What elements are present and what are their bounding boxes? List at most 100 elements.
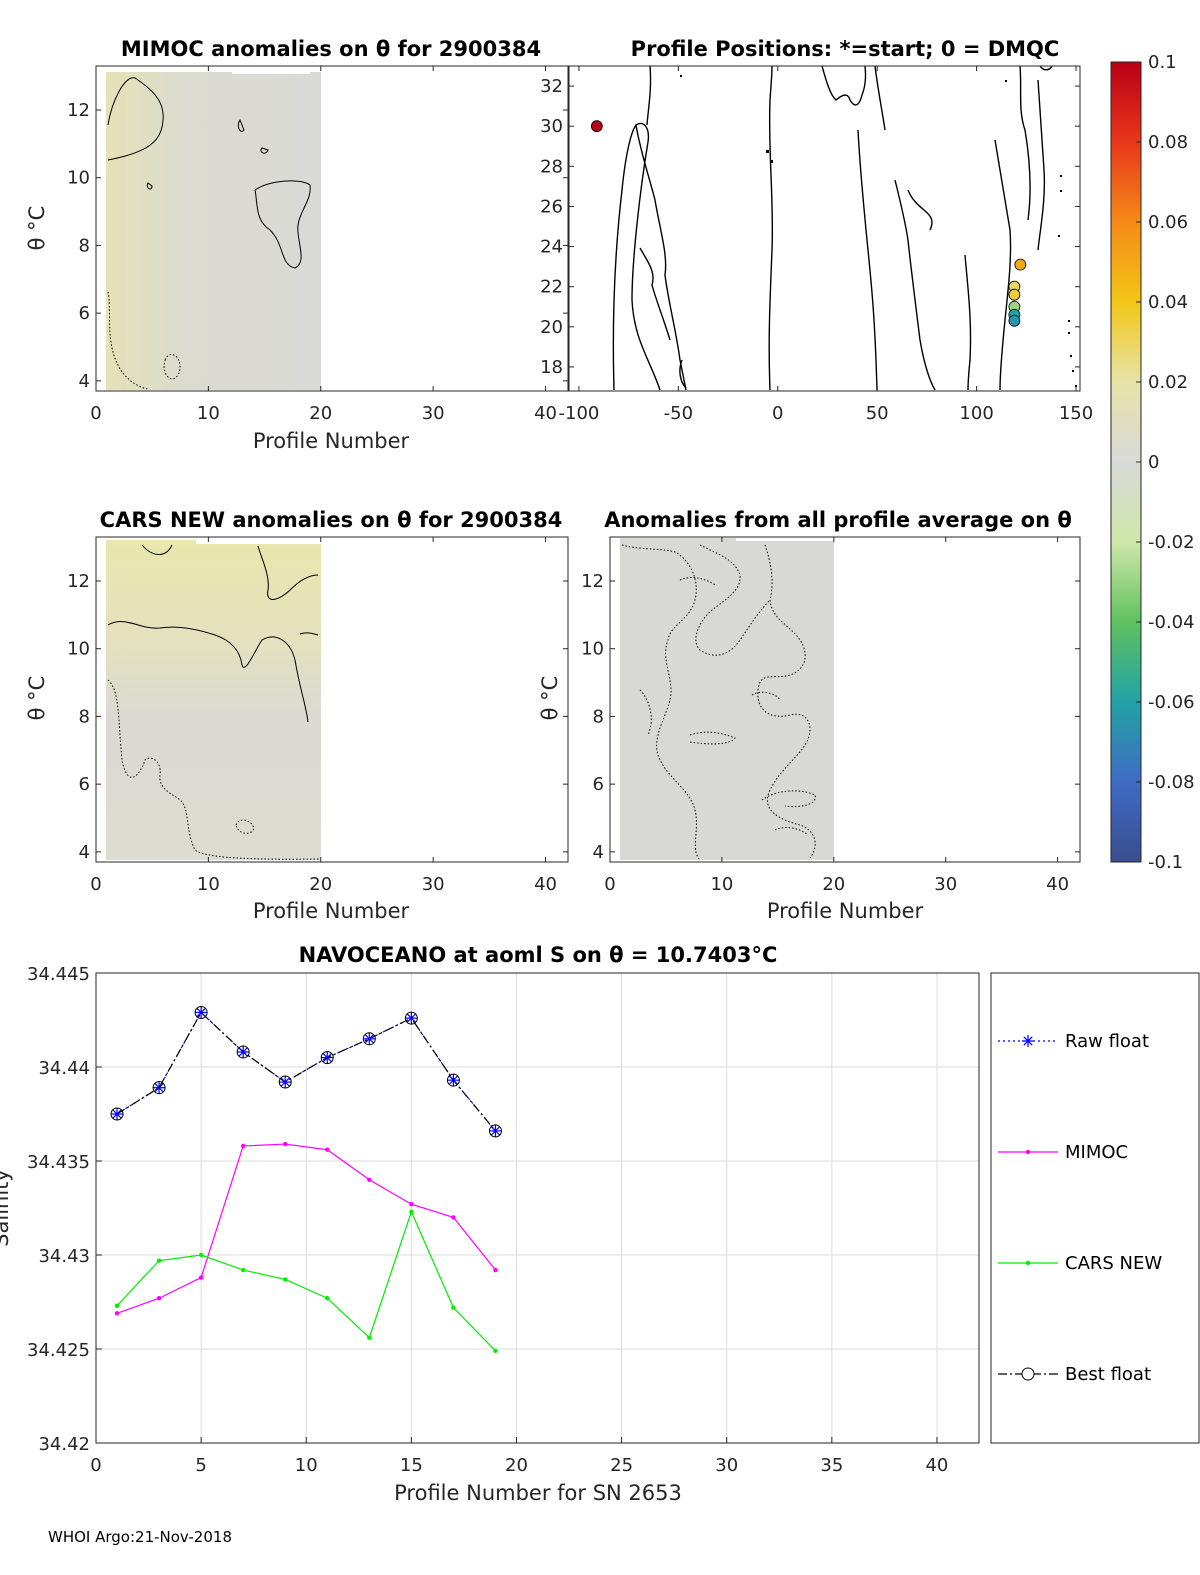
mimoc-point — [283, 1141, 288, 1147]
x-tick-label: 30 — [422, 874, 445, 895]
cars-new-point — [198, 1252, 204, 1258]
legend-marker — [1025, 1260, 1031, 1266]
x-tick-label: 5 — [195, 1455, 206, 1476]
x-tick-label: -50 — [664, 403, 693, 424]
salinity-legend-box — [990, 972, 1200, 1444]
profile-position-marker — [1008, 288, 1021, 301]
x-tick-label: 30 — [934, 874, 957, 895]
y-tick-label: 8 — [79, 706, 90, 727]
raw-float-point — [489, 1124, 502, 1137]
x-tick-label: 100 — [959, 403, 993, 424]
mimoc-point — [493, 1267, 498, 1273]
mimoc-title: MIMOC anomalies on θ for 2900384 — [121, 37, 541, 61]
cars-new-line — [116, 1210, 496, 1352]
x-tick-label: 150 — [1059, 403, 1093, 424]
legend-item-cars-new: CARS NEW — [998, 1253, 1162, 1274]
salinity-line-panel: NAVOCEANO at aoml S on θ = 10.7403°C 0 5 1… — [0, 943, 1200, 1505]
mimoc-y-label: θ °C — [25, 206, 49, 251]
cars-title: CARS NEW anomalies on θ for 2900384 — [100, 508, 563, 532]
colorbar-tick-label: 0.1 — [1148, 52, 1177, 73]
raw-float-point — [321, 1051, 334, 1064]
cars-new-point — [493, 1348, 498, 1354]
y-tick-label: 12 — [581, 571, 604, 592]
profile-position-marker — [1008, 314, 1021, 327]
profile-position-marker — [590, 120, 603, 133]
x-tick-label: 20 — [822, 874, 845, 895]
colorbar-tick-label: -0.02 — [1148, 532, 1195, 553]
y-tick-label: 6 — [593, 774, 604, 795]
cars-axes-frame — [95, 536, 569, 863]
colorbar-tick-label: -0.08 — [1148, 772, 1195, 793]
y-tick-label: 34.42 — [38, 1434, 90, 1455]
mimoc-x-ticks: 0 10 20 30 40 — [90, 66, 557, 424]
y-tick-label: 26 — [540, 196, 563, 217]
profile-average-contours — [621, 544, 816, 861]
cars-x-label: Profile Number — [253, 899, 410, 923]
mimoc-point — [198, 1275, 204, 1280]
legend-label: Raw float — [1065, 1031, 1149, 1052]
y-tick-label: 8 — [593, 706, 604, 727]
mimoc-x-label: Profile Number — [253, 429, 410, 453]
mimoc-contour — [107, 77, 164, 161]
legend-item-raw-float: Raw float — [998, 1031, 1149, 1052]
legend-item-best-float: Best float — [998, 1364, 1151, 1385]
y-tick-label: 34.445 — [27, 964, 90, 985]
mimoc-point — [114, 1311, 120, 1316]
best-float-point — [362, 1032, 376, 1046]
x-tick-label: 25 — [610, 1455, 633, 1476]
y-tick-label: 24 — [540, 237, 563, 258]
x-tick-label: -100 — [559, 403, 600, 424]
cars-new-point — [240, 1267, 246, 1273]
x-tick-label: 0 — [90, 1455, 101, 1476]
raw-float-point — [111, 1108, 124, 1120]
mimoc-point — [367, 1177, 372, 1183]
cars-contour — [299, 632, 319, 636]
best-float-point — [320, 1051, 334, 1065]
legend-label: MIMOC — [1065, 1142, 1128, 1163]
x-tick-label: 0 — [90, 874, 101, 895]
legend-label: CARS NEW — [1065, 1253, 1162, 1274]
x-tick-label: 0 — [772, 403, 783, 424]
x-tick-label: 50 — [866, 403, 889, 424]
raw-float-point — [447, 1074, 460, 1087]
best-float-point — [152, 1081, 166, 1095]
legend-item-mimoc: MIMOC — [998, 1142, 1128, 1163]
best-float-point — [404, 1011, 418, 1025]
colorbar-tick-label: 0.04 — [1148, 292, 1188, 313]
salinity-x-label: Profile Number for SN 2653 — [394, 1481, 682, 1505]
best-float-point — [488, 1124, 502, 1138]
mimoc-anomaly-panel: MIMOC anomalies on θ for 2900384 0 10 20 30… — [25, 37, 569, 453]
profile-average-axes-frame — [609, 536, 1081, 863]
y-tick-label: 8 — [79, 235, 90, 256]
mimoc-point — [325, 1147, 330, 1152]
colorbar-tick-label: -0.04 — [1148, 612, 1195, 633]
legend-marker — [1023, 1036, 1033, 1046]
salinity-y-ticks: 34.42 34.425 34.43 34.435 34.44 34.445 — [27, 964, 102, 1455]
mimoc-axes-frame — [95, 65, 569, 392]
salinity-series-markers — [110, 1005, 502, 1354]
salinity-legend: Raw float MIMOC CARS NEW Best float — [998, 1031, 1162, 1385]
x-tick-label: 40 — [1046, 874, 1069, 895]
raw-float-point — [279, 1076, 292, 1089]
y-tick-label: 10 — [581, 639, 604, 660]
x-tick-label: 15 — [400, 1455, 423, 1476]
cars-anomaly-panel: CARS NEW anomalies on θ for 2900384 0 10 2… — [25, 508, 569, 923]
mimoc-line — [116, 1143, 496, 1314]
mimoc-point — [451, 1215, 456, 1220]
legend-marker — [1021, 1367, 1035, 1381]
footer-credit: WHOI Argo:21-Nov-2018 — [48, 1528, 232, 1546]
salinity-y-label: Salinity — [0, 1169, 13, 1247]
positions-x-ticks: -100 -50 0 50 100 150 — [559, 66, 1093, 424]
cars-new-point — [451, 1305, 456, 1310]
profile-positions-panel: Profile Positions: *=start; 0 = DMQC — [540, 37, 1093, 424]
colorbar-tick-label: 0 — [1148, 452, 1159, 473]
x-tick-label: 30 — [715, 1455, 738, 1476]
profile-average-x-label: Profile Number — [767, 899, 924, 923]
y-tick-label: 4 — [79, 371, 90, 392]
coast-dots — [680, 75, 1077, 387]
cars-contour — [107, 544, 319, 723]
cars-y-label: θ °C — [25, 676, 49, 721]
positions-y-ticks: 18 20 22 24 26 28 30 32 — [540, 76, 1080, 378]
y-tick-label: 30 — [540, 116, 563, 137]
mimoc-field-gap — [232, 66, 310, 74]
